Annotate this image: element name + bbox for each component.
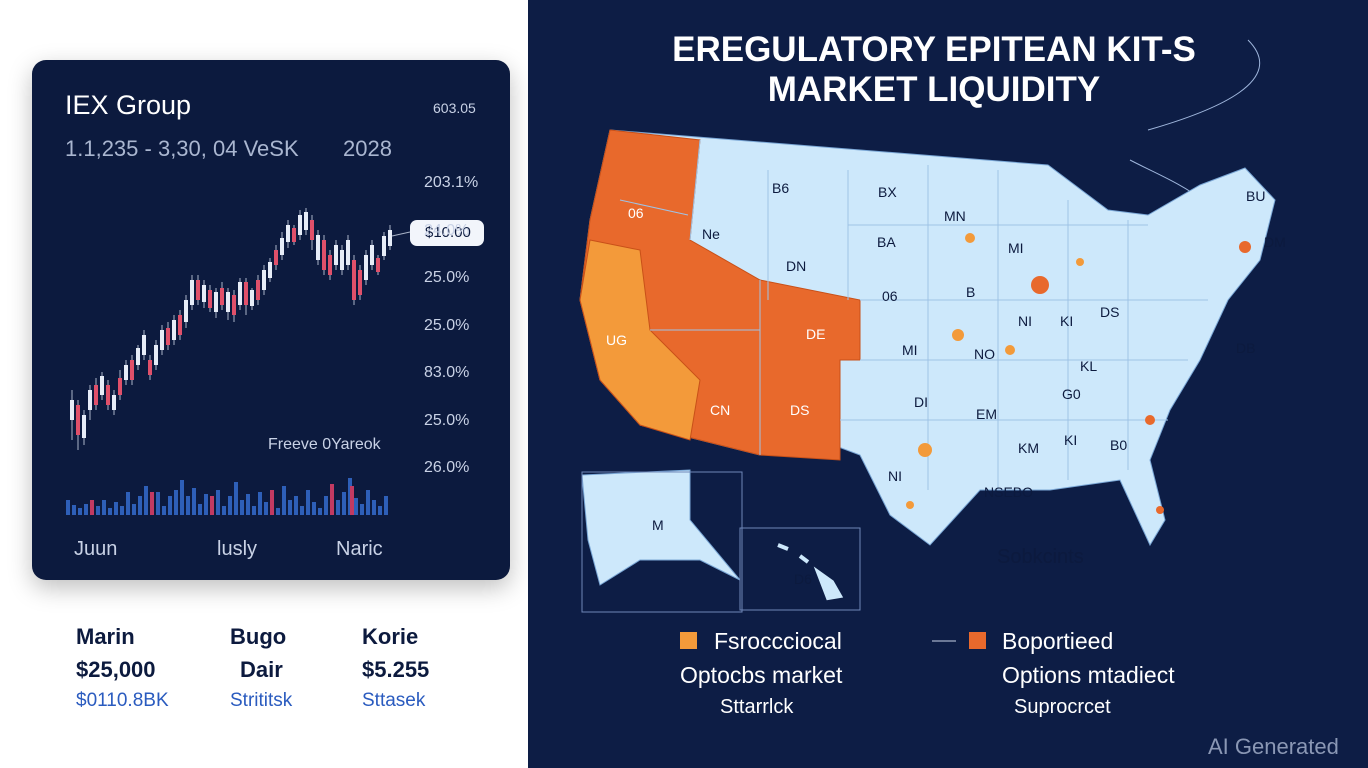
- price-tag-box: [410, 220, 484, 246]
- state-label: DS: [790, 402, 810, 418]
- state-label: Ne: [702, 226, 720, 242]
- stat-value: Dair: [240, 657, 283, 682]
- state-label: MN: [944, 208, 966, 224]
- state-label: 06: [628, 205, 644, 221]
- state-label: DS: [1100, 304, 1120, 320]
- legend-label: Fsroccciocal: [714, 628, 842, 654]
- y-label: 25.0%: [424, 269, 470, 286]
- state-label: D6: [794, 571, 812, 587]
- state-label: MI: [902, 342, 918, 358]
- state-label: CN: [710, 402, 731, 418]
- state-label: B0: [1110, 437, 1128, 453]
- us-map: [579, 39, 1276, 649]
- dot: [1031, 276, 1049, 294]
- tag-pointer: [391, 231, 411, 237]
- watermark: AI Generated: [1208, 734, 1339, 759]
- dot: [952, 329, 964, 341]
- state-label: G0: [1062, 386, 1081, 402]
- x-label: Juun: [74, 538, 118, 560]
- stat-value: $5.255: [362, 657, 430, 682]
- map-note: Sobkcints: [997, 546, 1084, 568]
- legend-line: Sttarrlck: [720, 696, 794, 718]
- map-title: MARKET LIQUIDITY: [767, 70, 1101, 109]
- legend-line: Options mtadiect: [1002, 662, 1175, 688]
- dot: [1239, 241, 1251, 253]
- state-label: 06: [882, 288, 898, 304]
- state-label: BX: [878, 184, 897, 200]
- state-label: NI: [1018, 313, 1032, 329]
- state-label: DB: [1236, 340, 1256, 356]
- dot: [1156, 506, 1164, 514]
- x-label: lusly: [217, 538, 258, 560]
- state-label: DM: [1264, 234, 1286, 250]
- state-label: NO: [974, 346, 995, 362]
- legend-swatch: [680, 632, 697, 649]
- state-label: BU: [1246, 188, 1266, 204]
- stock-card: IEX Group 603.05 1.1,235 - 3,30, 04 VeSK…: [32, 60, 510, 580]
- inset-frame: [739, 527, 861, 611]
- card-year: 2028: [343, 136, 392, 161]
- stat-sub: $0110.8BK: [76, 690, 169, 711]
- dot: [1005, 345, 1015, 355]
- state-label: EM: [976, 406, 997, 422]
- hawaii: [777, 543, 844, 601]
- stat-sub: Strititsk: [230, 690, 293, 711]
- state-label: M: [652, 517, 664, 533]
- state-label: BA: [877, 234, 896, 250]
- y-label: 83.0%: [424, 364, 470, 381]
- dot: [906, 501, 914, 509]
- alaska: [581, 469, 741, 586]
- dot: [918, 443, 932, 457]
- y-label: 25.0%: [424, 411, 470, 429]
- stat-name: Korie: [362, 624, 419, 649]
- stat-name: Bugo: [230, 624, 287, 649]
- state-label: B6: [772, 180, 790, 196]
- y-label: 26.0%: [424, 459, 470, 476]
- dot: [1145, 415, 1155, 425]
- state-label: KL: [1080, 358, 1098, 374]
- dot: [965, 233, 975, 243]
- y-label: 24.0%: [424, 221, 470, 239]
- price-tag: $10.00: [425, 224, 471, 241]
- stat-value: $25,000: [76, 657, 156, 682]
- legend-line: Suprocrcet: [1014, 696, 1111, 718]
- legend-swatch: [969, 632, 986, 649]
- state-label: DI: [914, 394, 928, 410]
- y-label: 203.1%: [424, 174, 479, 191]
- region-ca: [579, 239, 701, 441]
- volume-bars-red: [90, 484, 354, 515]
- state-label: KI: [1064, 432, 1078, 448]
- map-title: EREGULATORY EPITEAN KIT-S: [672, 30, 1196, 69]
- state-label: B: [966, 284, 976, 300]
- inset-frame: [581, 471, 743, 613]
- candle-bodies-up: [70, 212, 392, 438]
- legend-line: Optocbs market: [680, 662, 843, 688]
- state-label: UG: [606, 332, 627, 348]
- stat-sub: Sttasek: [362, 690, 426, 711]
- legend-label: Boportieed: [1002, 628, 1114, 654]
- state-label: DN: [786, 258, 807, 274]
- state-label: DE: [806, 326, 826, 342]
- state-label: KM: [1018, 440, 1039, 456]
- card-title: IEX Group: [65, 90, 192, 120]
- card-subtitle: 1.1,235 - 3,30, 04 VeSK: [65, 136, 299, 161]
- candle-chart: [66, 208, 484, 515]
- state-borders: [619, 139, 1208, 490]
- stat-name: Marin: [76, 624, 135, 649]
- map-panel: EREGULATORY EPITEAN KIT-S MARKET LIQUIDI…: [528, 0, 1368, 768]
- dot: [1076, 258, 1084, 266]
- volume-bars: [66, 478, 388, 515]
- state-label: KI: [1060, 313, 1074, 329]
- state-label: NI: [888, 468, 902, 484]
- candle-bodies-down: [76, 220, 380, 435]
- state-label: NSEBO: [984, 484, 1034, 500]
- y-label: 25.0%: [424, 316, 470, 334]
- x-label: Naric: [336, 538, 383, 560]
- annotation: Freeve 0Yareok: [268, 436, 381, 453]
- state-label: MI: [1008, 240, 1024, 256]
- card-corner: 603.05: [433, 100, 476, 116]
- candle-wicks: [71, 208, 391, 450]
